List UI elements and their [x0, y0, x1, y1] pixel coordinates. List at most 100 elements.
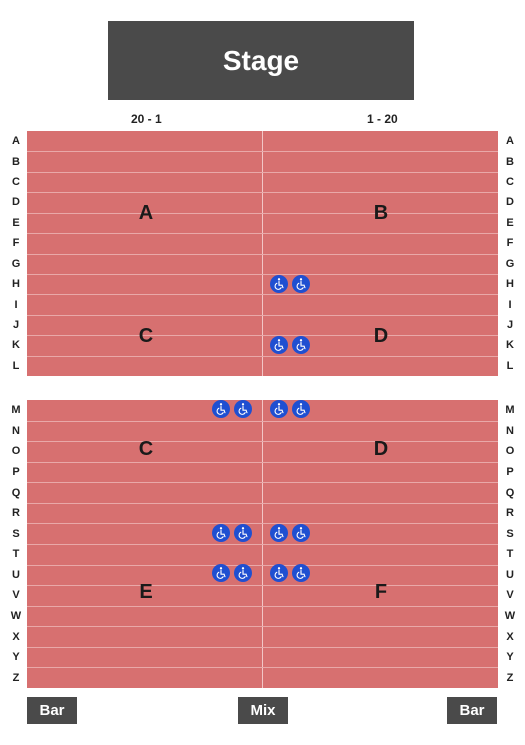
seat-range-left: 20 - 1 [131, 112, 162, 126]
wheelchair-icon[interactable] [234, 400, 252, 418]
row-divider [27, 503, 498, 504]
row-label-right: K [506, 339, 514, 351]
section-f[interactable]: F [374, 581, 388, 603]
stage: Stage [108, 21, 414, 100]
row-label-left: Y [12, 651, 20, 663]
row-divider [27, 565, 498, 566]
row-label-right: Z [506, 672, 514, 684]
row-divider [27, 335, 498, 336]
row-label-left: B [12, 156, 20, 168]
section-c-front[interactable]: C [138, 325, 154, 347]
row-label-left: R [12, 507, 20, 519]
row-label-right: C [506, 176, 514, 188]
row-divider [27, 356, 498, 357]
row-label-left: F [12, 237, 20, 249]
row-divider [27, 233, 498, 234]
row-label-left: S [12, 528, 20, 540]
row-divider [27, 213, 498, 214]
wheelchair-icon[interactable] [270, 336, 288, 354]
row-divider [27, 294, 498, 295]
row-label-left: L [12, 360, 20, 372]
wheelchair-icon[interactable] [292, 564, 310, 582]
section-b[interactable]: B [373, 202, 389, 224]
section-c-rear[interactable]: C [138, 438, 154, 460]
row-label-left: M [11, 404, 21, 416]
row-divider [27, 626, 498, 627]
row-label-left: P [12, 466, 20, 478]
row-divider [27, 544, 498, 545]
row-divider [27, 647, 498, 648]
row-label-left: Z [12, 672, 20, 684]
row-divider [27, 667, 498, 668]
bar-left-button[interactable]: Bar [27, 697, 77, 724]
wheelchair-icon[interactable] [234, 524, 252, 542]
section-d-rear[interactable]: D [373, 438, 389, 460]
row-label-right: Y [506, 651, 514, 663]
wheelchair-icon[interactable] [270, 564, 288, 582]
row-label-right: S [506, 528, 514, 540]
row-divider [27, 274, 498, 275]
row-divider [27, 421, 498, 422]
wheelchair-icon[interactable] [212, 400, 230, 418]
row-label-right: D [506, 196, 514, 208]
row-label-right: A [506, 135, 514, 147]
row-label-left: D [12, 196, 20, 208]
wheelchair-icon[interactable] [292, 524, 310, 542]
row-divider [27, 315, 498, 316]
row-divider [27, 172, 498, 173]
row-divider [27, 441, 498, 442]
section-a[interactable]: A [138, 202, 154, 224]
row-divider [27, 462, 498, 463]
wheelchair-icon[interactable] [292, 400, 310, 418]
row-divider [27, 192, 498, 193]
row-label-right: F [506, 237, 514, 249]
row-label-left: J [12, 319, 20, 331]
row-label-left: A [12, 135, 20, 147]
row-label-right: T [506, 548, 514, 560]
row-label-left: X [12, 631, 20, 643]
row-label-right: Q [505, 487, 515, 499]
wheelchair-icon[interactable] [292, 336, 310, 354]
seat-range-right: 1 - 20 [367, 112, 398, 126]
seating-block-front [27, 131, 498, 376]
row-label-right: B [506, 156, 514, 168]
seating-block-rear [27, 400, 498, 688]
row-label-left: W [10, 610, 22, 622]
row-label-right: M [505, 404, 515, 416]
wheelchair-icon[interactable] [292, 275, 310, 293]
row-label-right: O [505, 445, 515, 457]
bar-right-button[interactable]: Bar [447, 697, 497, 724]
row-label-left: E [12, 217, 20, 229]
center-aisle [262, 131, 263, 376]
row-label-left: K [12, 339, 20, 351]
section-e[interactable]: E [139, 581, 153, 603]
row-label-left: H [12, 278, 20, 290]
row-label-right: N [506, 425, 514, 437]
row-label-right: I [508, 299, 512, 311]
wheelchair-icon[interactable] [270, 400, 288, 418]
row-label-left: Q [11, 487, 21, 499]
wheelchair-icon[interactable] [234, 564, 252, 582]
wheelchair-icon[interactable] [270, 275, 288, 293]
mix-button[interactable]: Mix [238, 697, 288, 724]
row-label-right: V [506, 589, 514, 601]
row-divider [27, 585, 498, 586]
row-label-left: V [12, 589, 20, 601]
stage-label: Stage [222, 44, 300, 76]
row-label-right: J [506, 319, 514, 331]
section-d-front[interactable]: D [373, 325, 389, 347]
row-label-left: U [12, 569, 20, 581]
wheelchair-icon[interactable] [212, 564, 230, 582]
mix-label: Mix [250, 702, 276, 719]
wheelchair-icon[interactable] [270, 524, 288, 542]
row-label-right: G [505, 258, 515, 270]
row-label-right: E [506, 217, 514, 229]
row-label-left: T [12, 548, 20, 560]
wheelchair-icon[interactable] [212, 524, 230, 542]
row-divider [27, 606, 498, 607]
row-label-right: L [506, 360, 514, 372]
row-label-right: P [506, 466, 514, 478]
row-divider [27, 151, 498, 152]
row-label-right: U [506, 569, 514, 581]
row-label-right: W [504, 610, 516, 622]
